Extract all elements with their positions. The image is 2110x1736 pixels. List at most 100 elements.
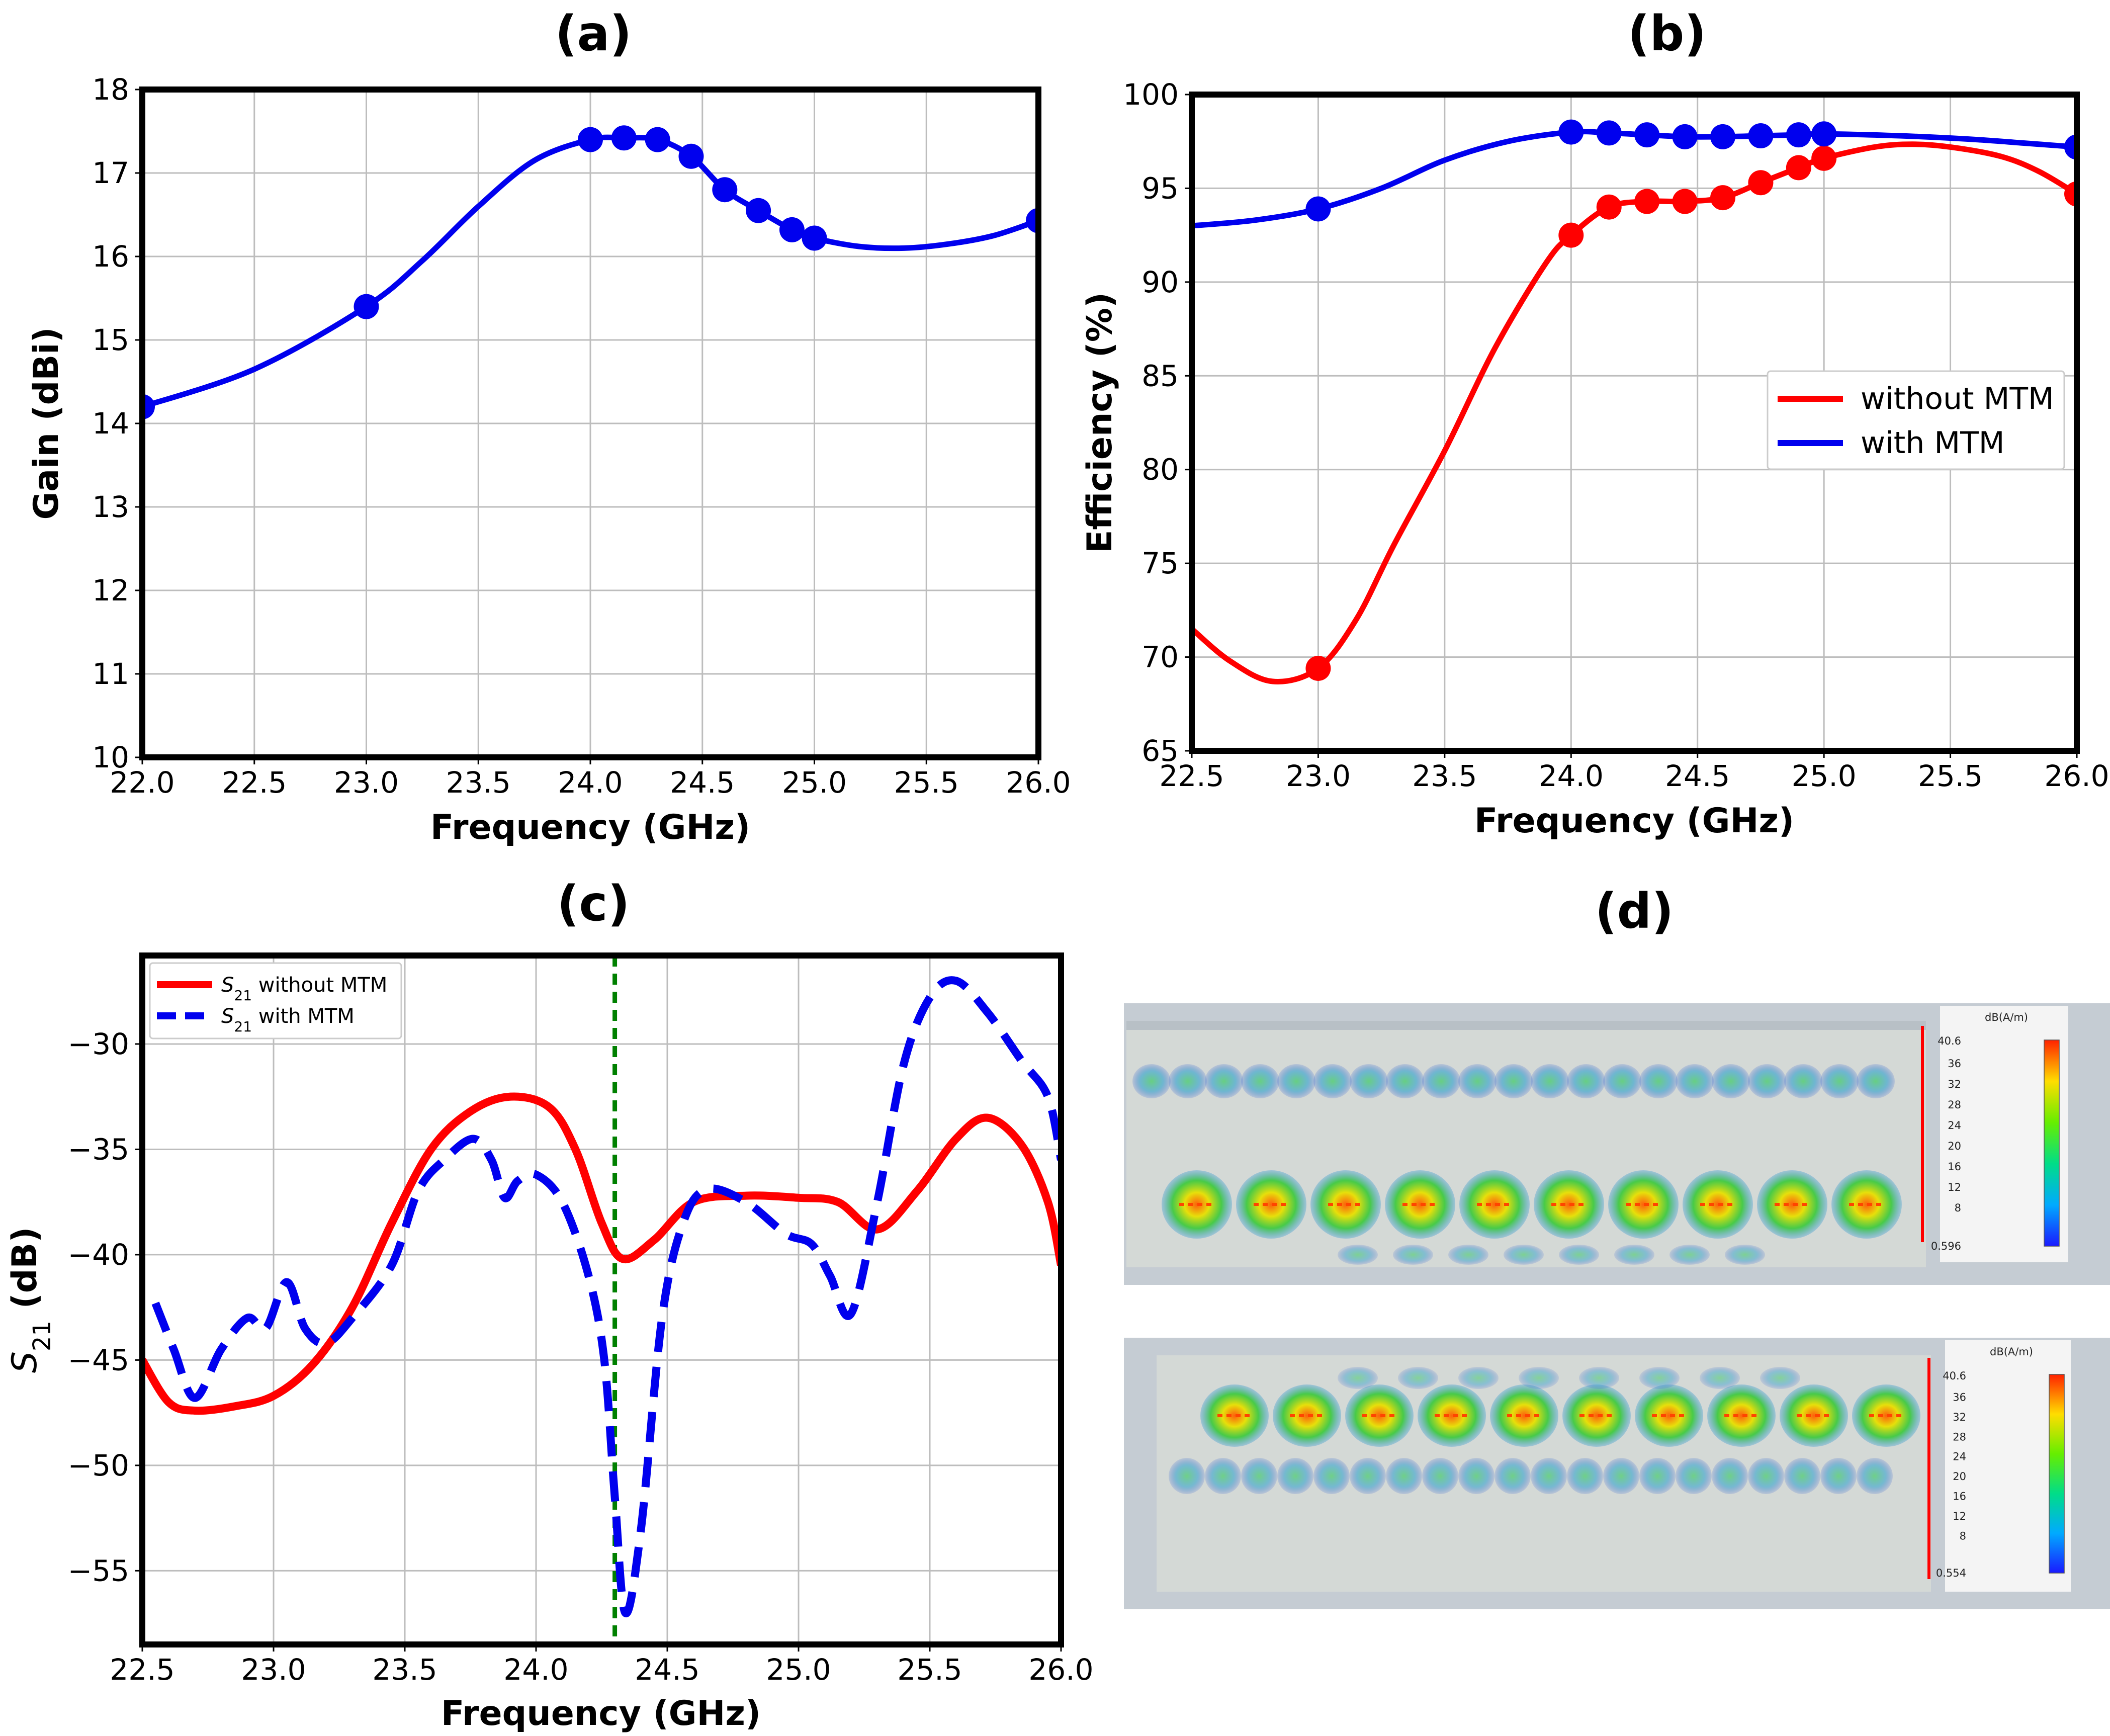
y-tick-label: −50: [68, 1448, 129, 1483]
field-blob: [1458, 1367, 1499, 1389]
x-tick-label: 25.0: [1792, 759, 1857, 793]
y-tick-label: 85: [1141, 359, 1179, 393]
panel-title-d: (d): [1595, 883, 1674, 939]
data-point: [142, 394, 155, 419]
data-point: [1596, 120, 1622, 146]
y-tick-label: 80: [1141, 453, 1179, 487]
field-blob: [1277, 1064, 1315, 1098]
field-blob: [1748, 1458, 1784, 1494]
colorbar-tick-label: 16: [1948, 1161, 1961, 1173]
field-blob: [1132, 1064, 1171, 1098]
field-blob: [1338, 1367, 1378, 1389]
field-blob: [1422, 1458, 1458, 1494]
y-tick-label: 15: [92, 323, 129, 357]
field-blob: [1639, 1064, 1678, 1098]
data-point: [1786, 122, 1811, 148]
field-blob: [1422, 1064, 1460, 1098]
field-blob: [1635, 1384, 1703, 1447]
data-point: [802, 225, 827, 251]
y-tick-label: 100: [1123, 77, 1179, 112]
field-blob: [1418, 1384, 1486, 1447]
data-point: [1558, 222, 1584, 248]
y-tick-label: 10: [92, 740, 129, 774]
series-line-0: [142, 1092, 1061, 1415]
y-tick-label: 95: [1141, 171, 1179, 205]
field-map-top: dB(A/m) 40.6 36 32 28 24 20 16 12 8 0.596: [1124, 1003, 2110, 1285]
x-tick-label: 26.0: [1028, 1653, 1093, 1687]
field-blob: [1669, 1245, 1710, 1265]
colorbar-tick-label: 32: [1953, 1411, 1966, 1423]
legend-label: S21 with MTM: [221, 1005, 355, 1035]
field-blob: [1531, 1064, 1569, 1098]
field-blob: [1831, 1170, 1902, 1239]
field-blob: [1614, 1245, 1654, 1265]
x-tick-label: 23.0: [241, 1653, 306, 1687]
field-blob: [1458, 1064, 1497, 1098]
field-blob: [1712, 1064, 1750, 1098]
port-marker-bottom: [1927, 1358, 1930, 1579]
x-tick-label: 23.5: [446, 765, 511, 800]
y-tick-label: −45: [68, 1343, 129, 1377]
x-tick-label: 25.5: [894, 765, 959, 800]
field-blob: [1310, 1170, 1381, 1239]
field-blob: [1712, 1458, 1748, 1494]
field-blob: [1857, 1064, 1895, 1098]
field-blob: [1494, 1064, 1533, 1098]
x-tick-label: 24.0: [503, 1653, 568, 1687]
chart-s21: 22.5 23.0 23.5 24.0 24.5 25.0 25.5 26.0 −30 −35 −4…: [5, 952, 1094, 1733]
data-point: [611, 125, 637, 151]
x-tick-label: 24.0: [1539, 759, 1604, 793]
data-point: [1596, 194, 1622, 220]
colorbar-tick-label: 24: [1953, 1451, 1966, 1463]
colorbar-ticks-bottom: 36 32 28 24 20 16 12 8: [1953, 1391, 1966, 1542]
x-axis-label: Frequency (GHz): [430, 808, 750, 847]
plot-frame: [1189, 92, 2080, 754]
field-blob: [1725, 1245, 1765, 1265]
y-tick-label: 11: [92, 657, 129, 691]
colorbar-tick-label: 8: [1955, 1202, 1961, 1214]
colorbar-min-top: 0.596: [1931, 1240, 1961, 1252]
field-blob: [1350, 1458, 1386, 1494]
data-point: [1558, 119, 1584, 145]
x-tick-label: 22.5: [222, 765, 287, 800]
field-blob: [1531, 1458, 1567, 1494]
field-blob: [1169, 1458, 1205, 1494]
field-blob: [1857, 1458, 1893, 1494]
plot-frame: [139, 86, 1041, 760]
field-blob: [1313, 1064, 1352, 1098]
y-tick-label: 14: [92, 406, 129, 441]
x-tick-label: 23.5: [1412, 759, 1477, 793]
field-blob: [1567, 1458, 1603, 1494]
field-blob: [1504, 1245, 1544, 1265]
data-point: [1672, 189, 1698, 214]
field-blob: [1700, 1367, 1740, 1389]
data-point: [1710, 185, 1735, 211]
field-blob: [1639, 1458, 1676, 1494]
colorbar-tick-label: 36: [1953, 1391, 1966, 1403]
x-tick-label: 24.5: [1665, 759, 1730, 793]
field-blob: [1780, 1384, 1848, 1447]
data-point: [1305, 655, 1331, 681]
colorbar-tick-label: 24: [1948, 1119, 1961, 1132]
x-tick-label: 22.5: [110, 1653, 174, 1687]
legend: without MTM with MTM: [1767, 370, 2065, 470]
field-blob: [1313, 1458, 1350, 1494]
field-blob: [1707, 1384, 1776, 1447]
data-point: [2064, 181, 2077, 207]
field-blob: [1386, 1458, 1422, 1494]
y-tick-label: −30: [68, 1027, 129, 1061]
y-tick-label: 18: [92, 72, 129, 107]
x-tick-label: 23.5: [372, 1653, 437, 1687]
x-tick-label: 26.0: [1006, 765, 1071, 800]
field-blob: [1559, 1245, 1599, 1265]
y-tick-label: 17: [92, 156, 129, 190]
legend-label: S21 without MTM: [221, 974, 387, 1004]
field-blob: [1534, 1170, 1604, 1239]
x-axis-label: Frequency (GHz): [441, 1694, 761, 1733]
field-blob: [1820, 1458, 1857, 1494]
colorbar-tick-label: 36: [1948, 1058, 1961, 1070]
data-point: [1811, 145, 1837, 171]
data-point: [1786, 155, 1811, 181]
